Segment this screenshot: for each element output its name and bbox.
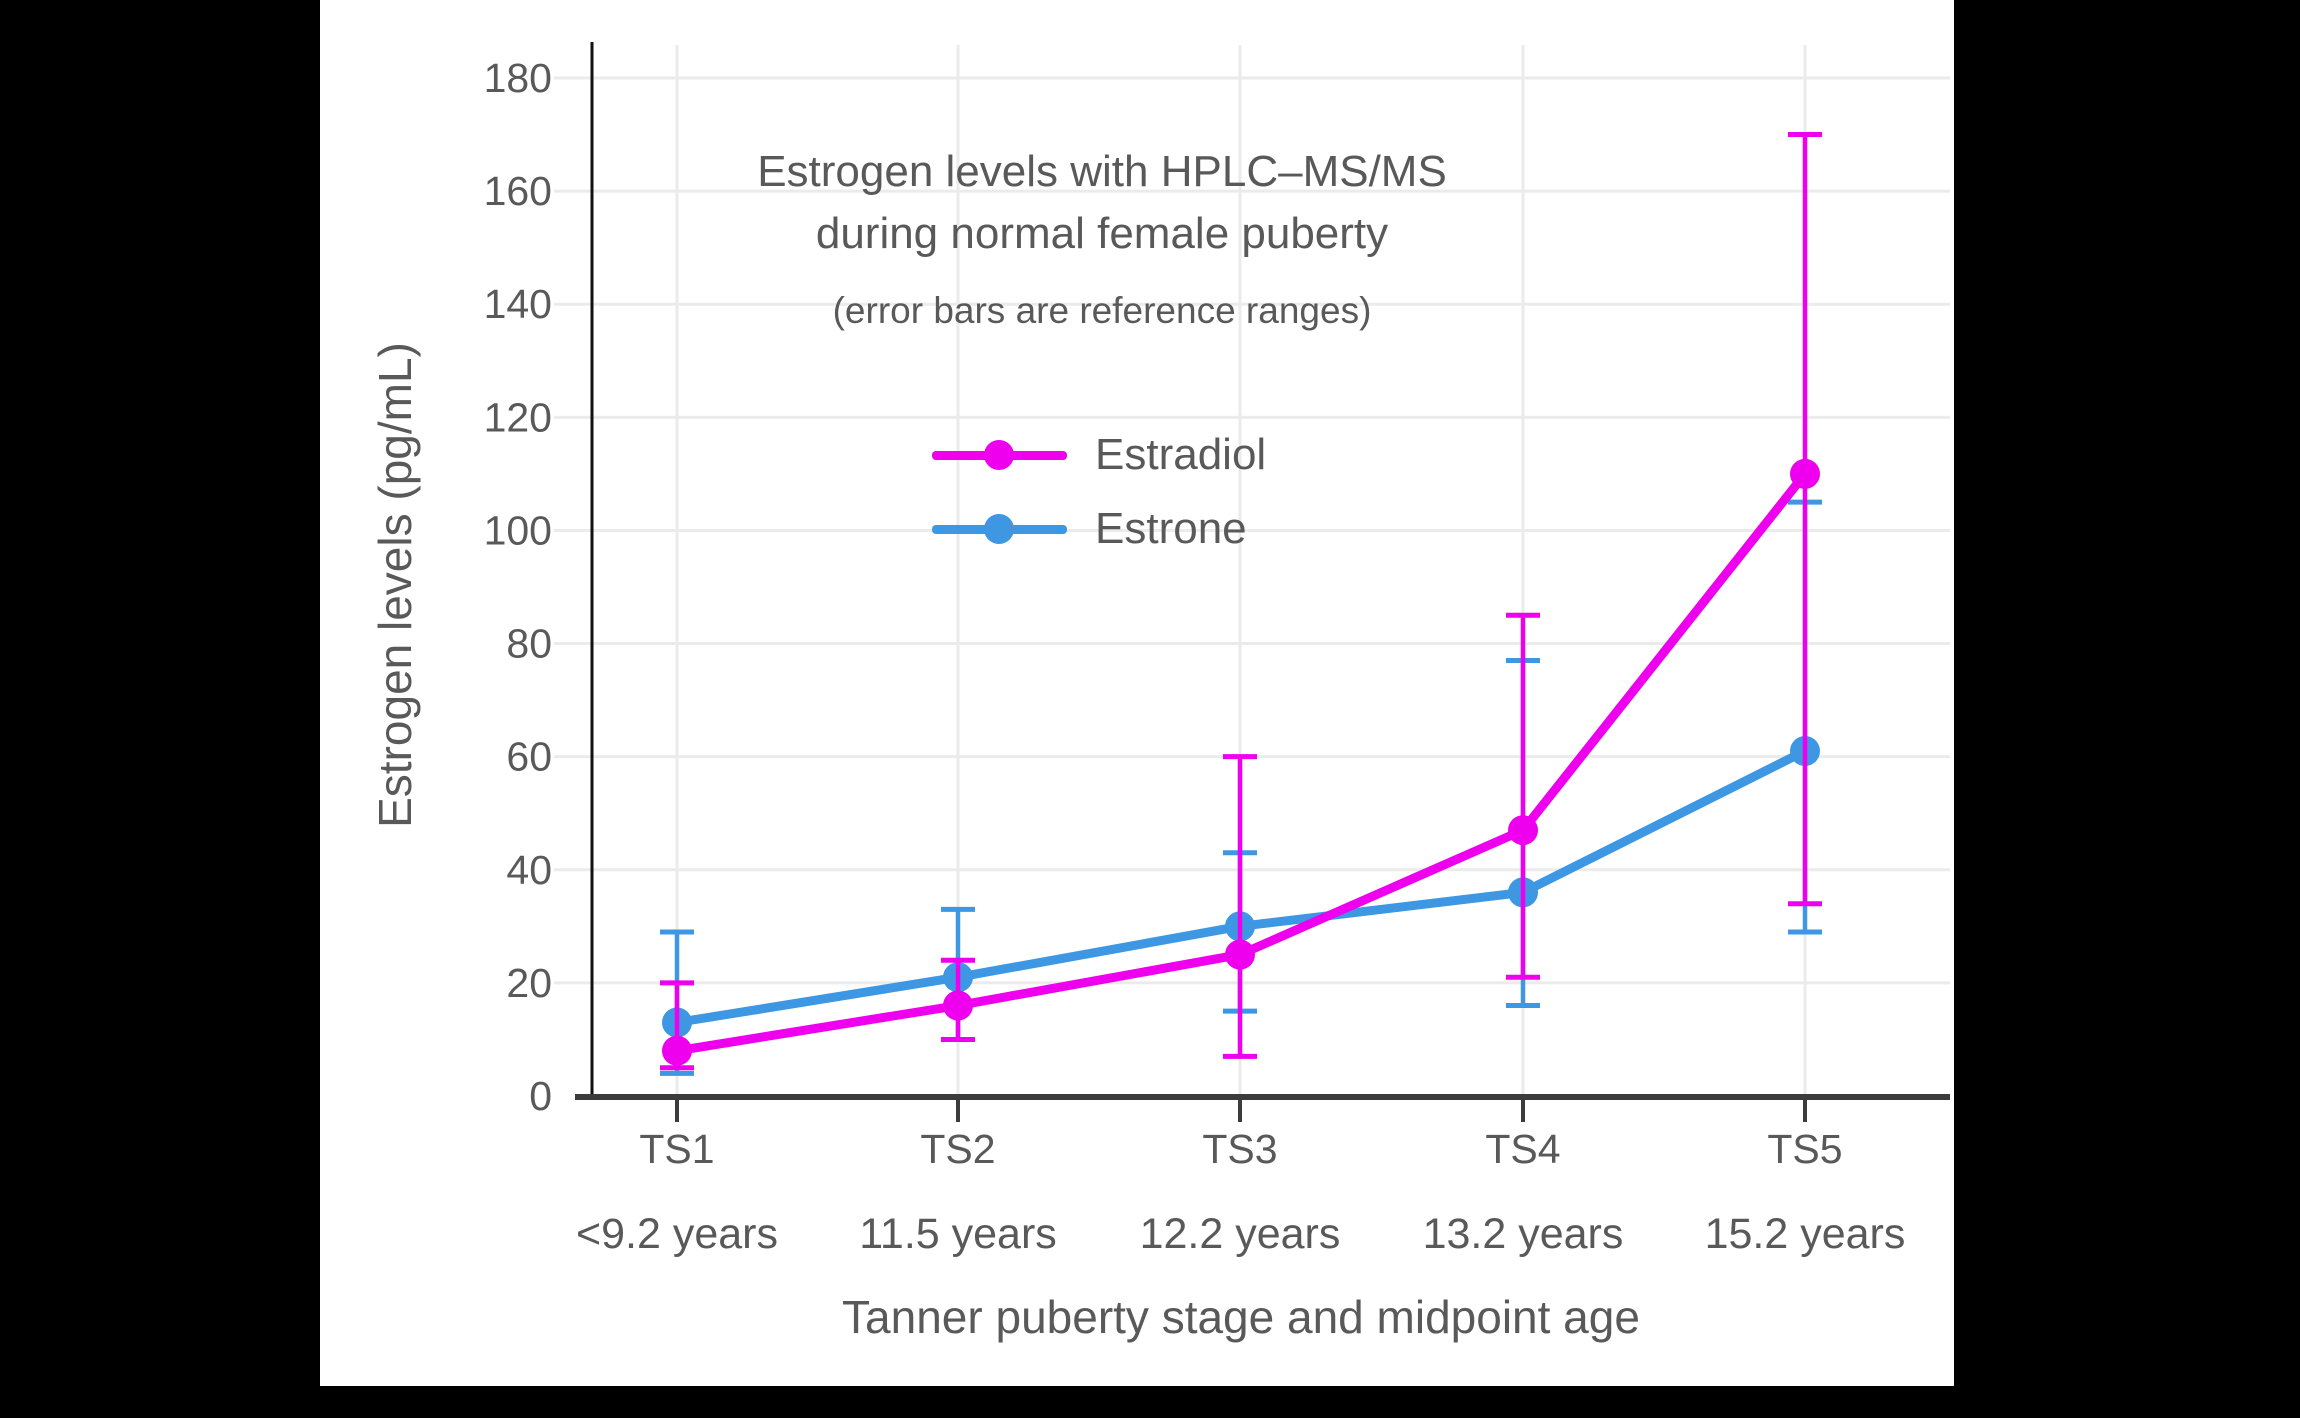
estradiol-marker xyxy=(1225,939,1255,970)
x-tick-sublabel: 15.2 years xyxy=(1705,1210,1906,1258)
y-tick-label: 80 xyxy=(506,621,552,667)
estradiol-marker xyxy=(1508,815,1538,846)
x-tick-label: TS1 xyxy=(639,1126,714,1172)
x-tick-sublabel: 13.2 years xyxy=(1423,1210,1624,1258)
estradiol-marker xyxy=(662,1035,692,1066)
x-tick-sublabel: <9.2 years xyxy=(576,1210,778,1258)
y-tick-label: 120 xyxy=(484,394,552,440)
x-tick-label: TS3 xyxy=(1202,1126,1277,1172)
y-tick-label: 100 xyxy=(484,507,552,553)
x-tick-label: TS4 xyxy=(1485,1126,1560,1172)
x-tick-label: TS2 xyxy=(920,1126,995,1172)
x-tick-label: TS5 xyxy=(1767,1126,1842,1172)
y-tick-label: 20 xyxy=(506,960,552,1006)
y-tick-label: 60 xyxy=(506,734,552,780)
chart-plot-area: 0 20 40 60 80 100 120 140 160 180 TS1 <9.2 years TS2… xyxy=(484,42,1950,1258)
y-tick-label: 160 xyxy=(484,168,552,214)
y-tick-label: 140 xyxy=(484,281,552,327)
y-tick-label: 0 xyxy=(529,1073,552,1119)
y-tick-label: 180 xyxy=(484,55,552,101)
x-tick-sublabel: 12.2 years xyxy=(1140,1210,1341,1258)
chart-canvas: 0 20 40 60 80 100 120 140 160 180 TS1 <9.2 years TS2… xyxy=(320,0,1954,1386)
x-tick-sublabel: 11.5 years xyxy=(859,1210,1057,1258)
y-tick-label: 40 xyxy=(506,847,552,893)
estradiol-marker xyxy=(1790,458,1820,489)
estradiol-marker xyxy=(943,990,973,1021)
